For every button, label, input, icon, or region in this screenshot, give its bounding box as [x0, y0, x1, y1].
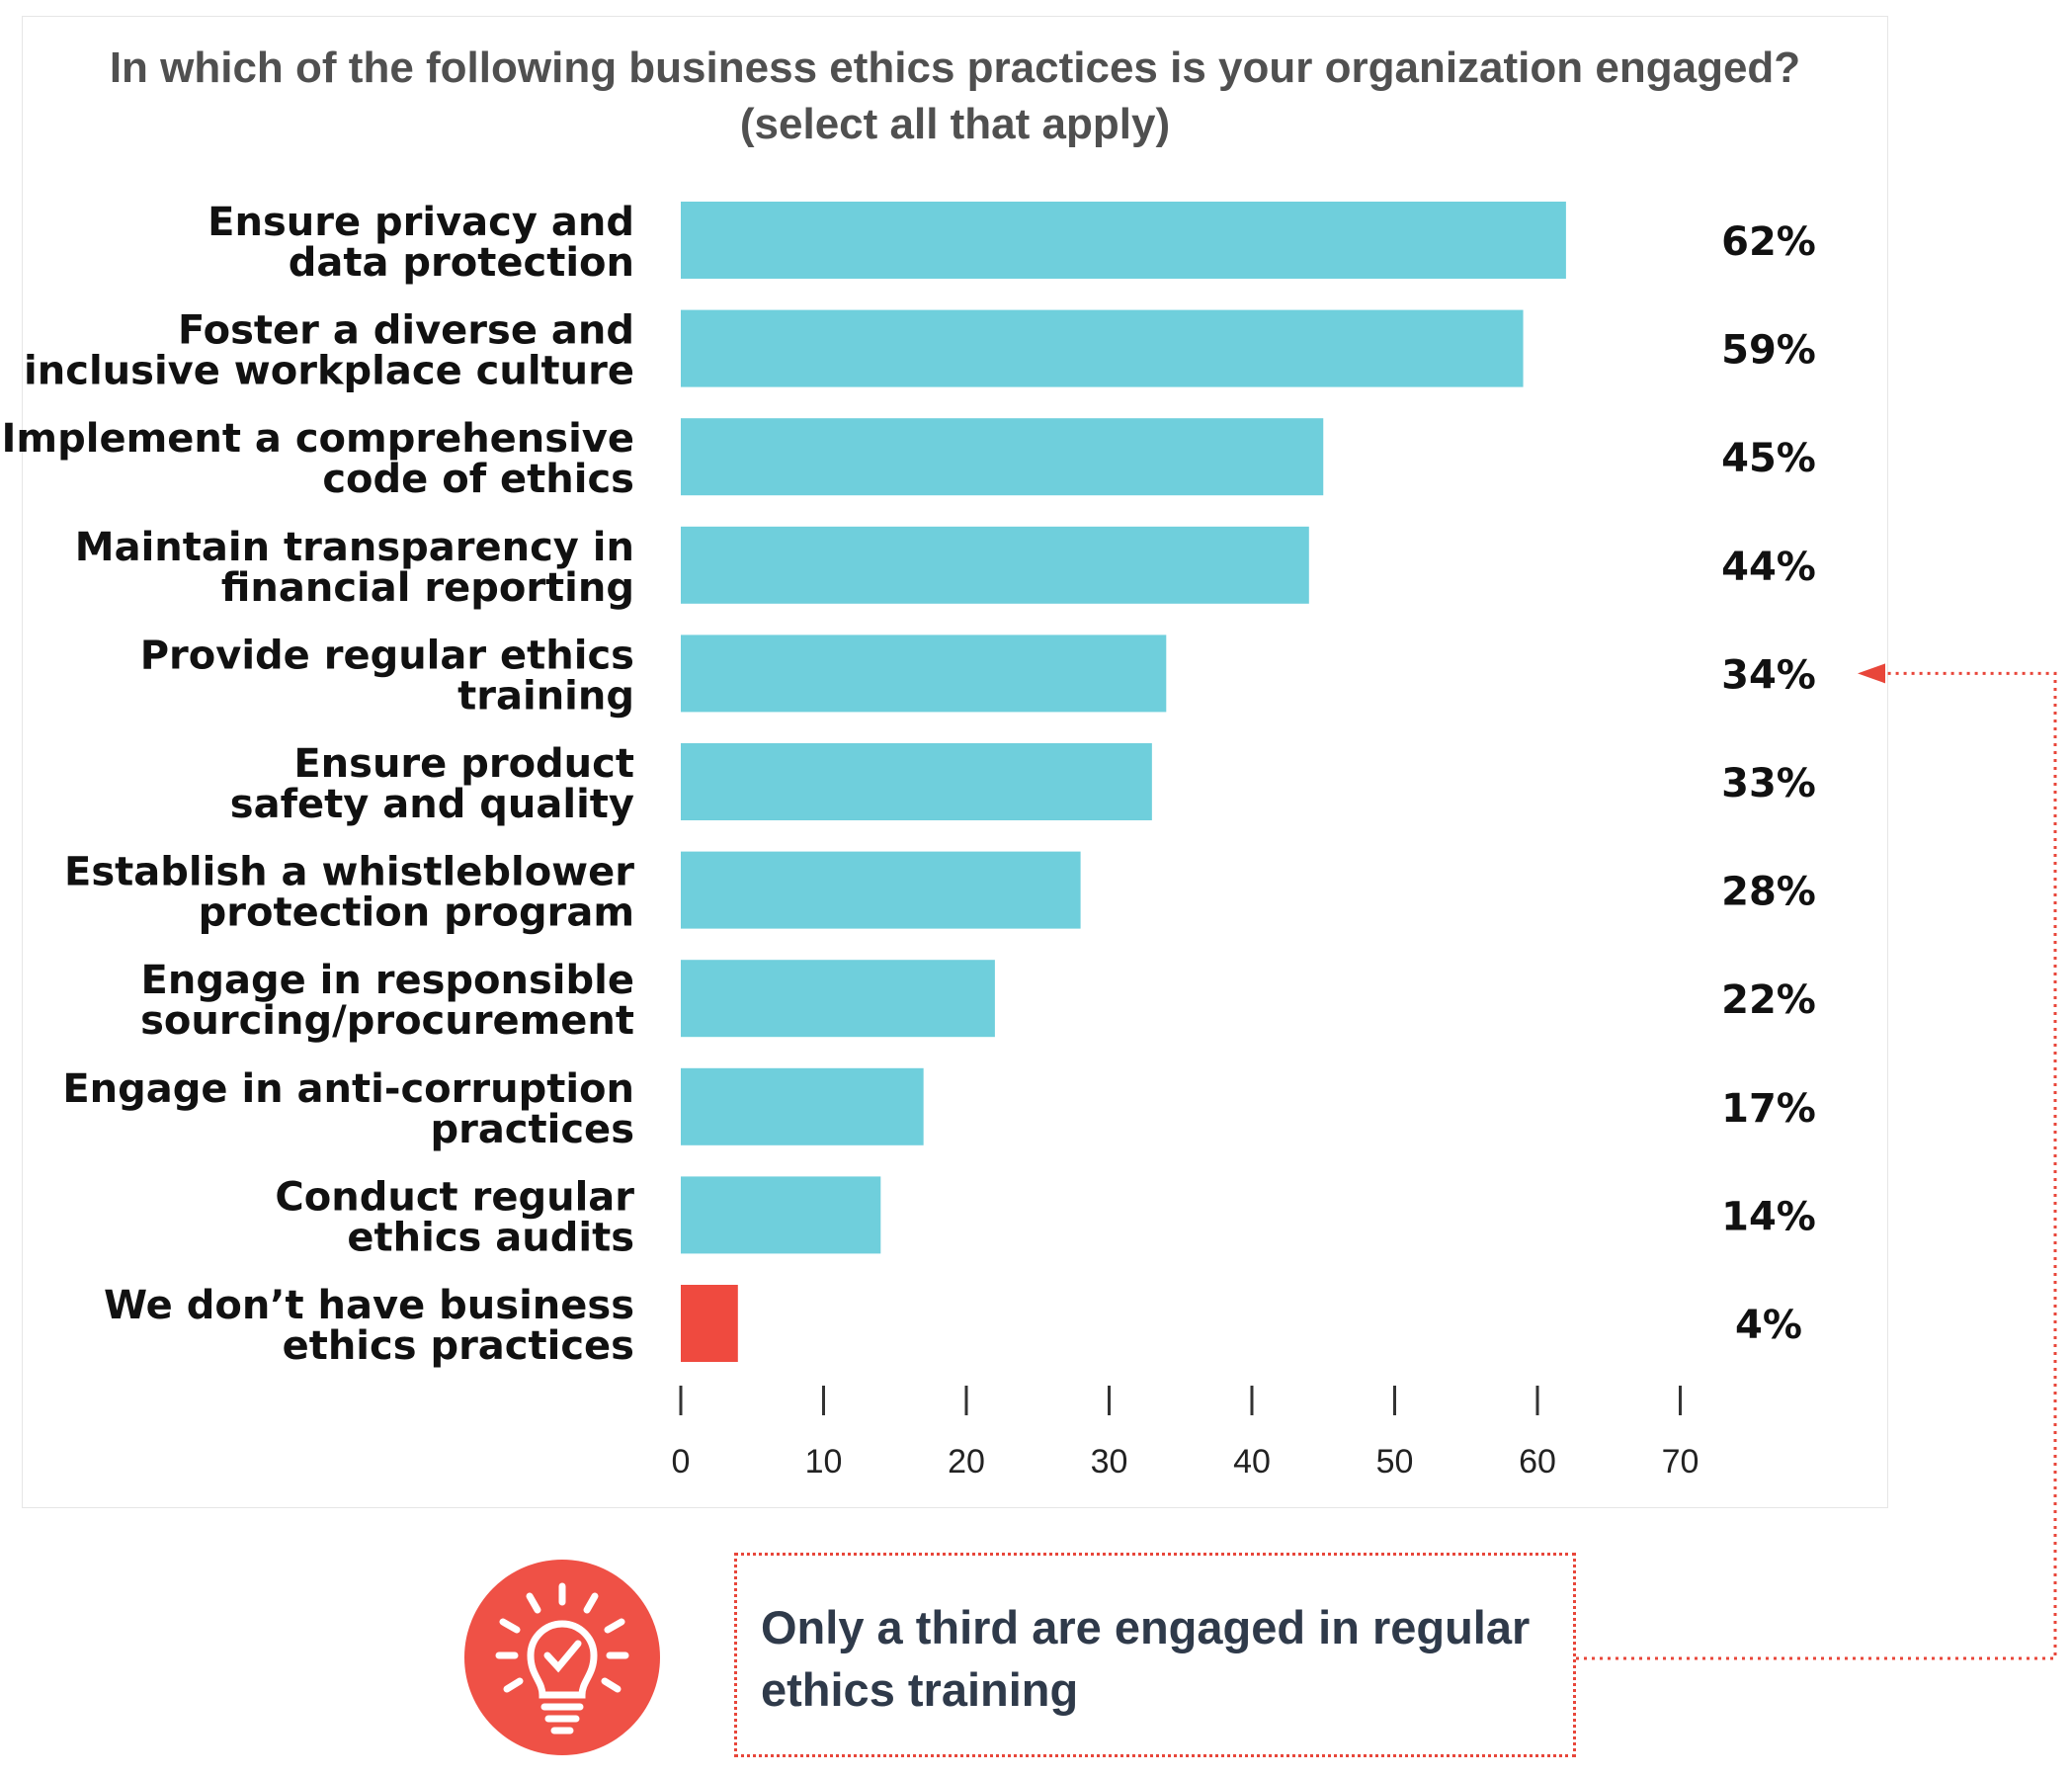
x-tick-label: 60	[1519, 1443, 1556, 1481]
category-label-line: ethics practices	[283, 1323, 634, 1369]
bar	[681, 851, 1081, 929]
callout-text: Only a third are engaged in regular ethi…	[761, 1596, 1561, 1721]
bar	[681, 202, 1566, 279]
callout-connector-line	[1576, 671, 2057, 1660]
category-label-line: Foster a diverse and	[178, 308, 634, 354]
category-label-line: financial reporting	[221, 565, 634, 611]
x-tick-label: 0	[672, 1443, 691, 1481]
category-label: Establish a whistleblower protection prog…	[64, 850, 634, 936]
category-label-line: ethics audits	[347, 1215, 634, 1260]
x-tick-label: 70	[1662, 1443, 1699, 1481]
category-label-line: Ensure privacy and	[207, 200, 634, 245]
value-label: 22%	[1721, 977, 1816, 1023]
chart-title: In which of the following business ethic…	[22, 40, 1888, 152]
bar	[681, 309, 1524, 387]
category-label: Maintain transparency in financial report…	[75, 525, 634, 611]
category-label-line: Engage in responsible	[141, 958, 634, 1003]
category-label-line: protection program	[199, 890, 634, 936]
category-label-line: Implement a comprehensive	[2, 416, 634, 462]
x-tick-label: 10	[805, 1443, 843, 1481]
chart-title-line-1: In which of the following business ethic…	[109, 43, 1801, 92]
value-label: 34%	[1721, 652, 1816, 698]
callout-text-line-1: Only a third are engaged in regular	[761, 1601, 1531, 1653]
bar	[681, 1067, 924, 1145]
x-tick-label: 30	[1091, 1443, 1128, 1481]
value-label: 45%	[1721, 436, 1816, 481]
bar	[681, 418, 1324, 496]
x-tick-label: 50	[1376, 1443, 1414, 1481]
callout-box	[734, 1553, 1576, 1757]
chart-title-line-2: (select all that apply)	[739, 100, 1171, 148]
category-label-line: Conduct regular	[275, 1174, 634, 1220]
category-label-line: Engage in anti-corruption	[62, 1066, 634, 1112]
category-label-line: We don’t have business	[104, 1283, 634, 1328]
category-label: Ensure privacy and data protection	[207, 200, 634, 286]
category-label-line: sourcing/procurement	[140, 998, 634, 1044]
category-label-line: code of ethics	[322, 457, 634, 502]
callout-text-line-2: ethics training	[761, 1663, 1079, 1716]
value-label: 62%	[1721, 219, 1816, 265]
callout-arrowhead-icon	[1858, 663, 1885, 684]
lightbulb-check-icon	[464, 1560, 660, 1755]
bar	[681, 635, 1167, 713]
bar	[681, 1285, 738, 1362]
category-label-line: Ensure product	[293, 741, 634, 787]
bar	[681, 960, 995, 1038]
category-label-line: safety and quality	[230, 782, 634, 827]
category-label-line: training	[457, 673, 634, 719]
category-label-line: Establish a whistleblower	[64, 850, 634, 895]
value-label: 59%	[1721, 328, 1816, 374]
category-label-line: Maintain transparency in	[75, 525, 634, 570]
bar	[681, 1176, 881, 1254]
category-label: Ensure product safety and quality	[230, 741, 634, 827]
category-label: Provide regular ethics training	[140, 633, 634, 719]
value-label: 17%	[1721, 1086, 1816, 1132]
category-label: Engage in anti-corruption practices	[62, 1066, 634, 1152]
category-label: Engage in responsible sourcing/procuremen…	[140, 958, 634, 1044]
category-label-line: Provide regular ethics	[140, 633, 634, 678]
category-label: Conduct regular ethics audits	[275, 1174, 634, 1260]
category-label: Implement a comprehensive code of ethics	[2, 416, 634, 502]
x-tick-label: 20	[948, 1443, 985, 1481]
x-tick-label: 40	[1233, 1443, 1271, 1481]
bar	[681, 526, 1309, 604]
category-label: Foster a diverse and inclusive workplace …	[24, 308, 634, 394]
value-label: 14%	[1721, 1194, 1816, 1239]
category-label-line: practices	[430, 1107, 634, 1152]
category-label: We don’t have business ethics practices	[104, 1283, 634, 1369]
category-label-line: data protection	[289, 240, 634, 286]
value-label: 44%	[1721, 545, 1816, 590]
bar	[681, 743, 1152, 820]
value-label: 28%	[1721, 870, 1816, 915]
category-label-line: inclusive workplace culture	[24, 349, 634, 394]
value-label: 33%	[1721, 761, 1816, 806]
value-label: 4%	[1735, 1303, 1802, 1348]
